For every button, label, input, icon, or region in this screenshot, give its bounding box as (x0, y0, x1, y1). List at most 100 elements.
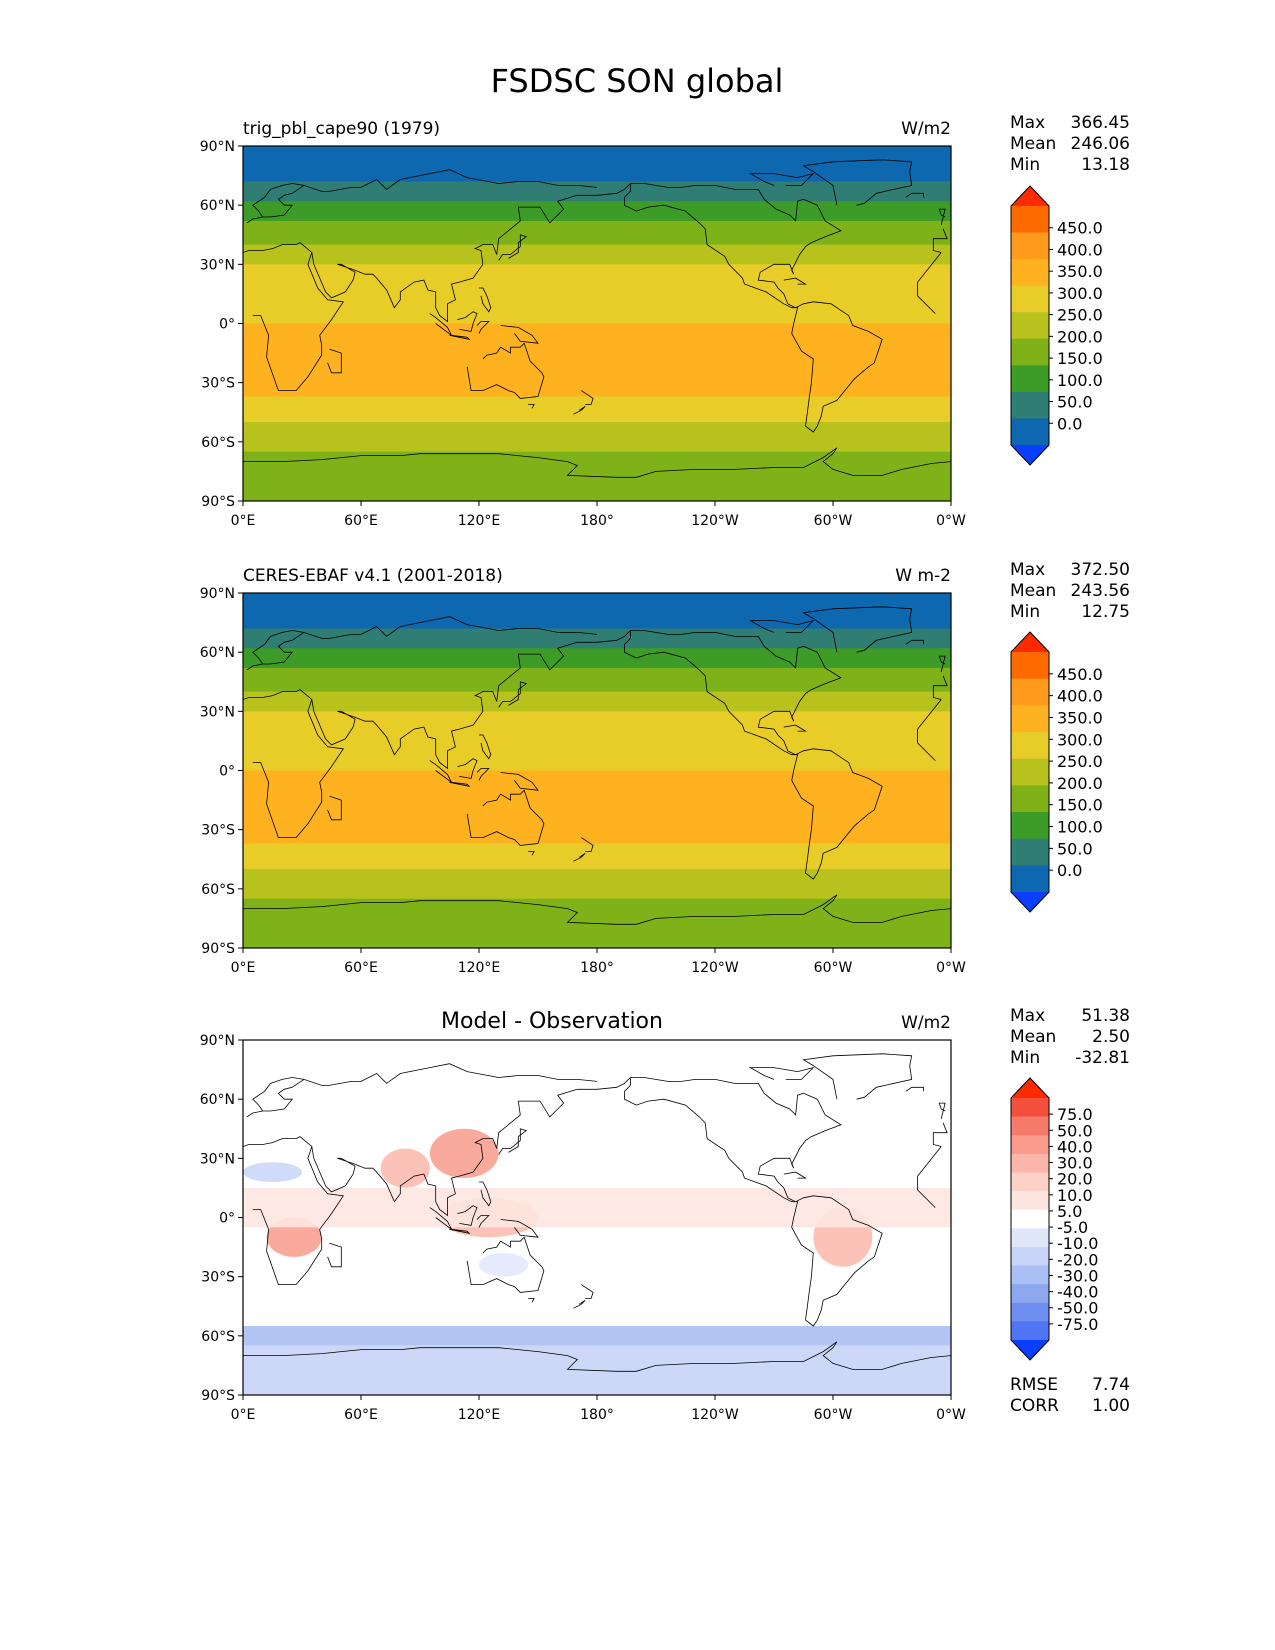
colorbar-segment (1011, 1246, 1049, 1267)
coastline (311, 183, 631, 323)
coastline (449, 781, 471, 787)
zonal-band (243, 244, 951, 265)
stat-label: Mean (1010, 1027, 1056, 1047)
coastline (243, 1341, 951, 1372)
x-tick-label: 0°W (936, 960, 966, 976)
colorbar-segment (1011, 1228, 1049, 1248)
colorbar-label: 5.0 (1057, 1202, 1082, 1221)
colorbar-label: 300.0 (1057, 284, 1103, 303)
zonal-band (243, 770, 951, 821)
colorbar-label: 10.0 (1057, 1186, 1093, 1205)
colorbar-segment (1011, 232, 1049, 260)
stat-label: CORR (1010, 1396, 1059, 1416)
zonal-band (243, 593, 951, 629)
colorbar-label: 100.0 (1057, 371, 1103, 390)
stat-value: -32.81 (1075, 1048, 1130, 1068)
stat-value: 51.38 (1081, 1006, 1130, 1026)
stat-value: 1.00 (1092, 1396, 1130, 1416)
colorbar-difference: 75.050.040.030.020.010.05.0-5.0-10.0-20.… (1010, 1077, 1098, 1361)
colorbar-label: 50.0 (1057, 393, 1093, 412)
zonal-band (243, 691, 951, 712)
coastline (500, 772, 539, 791)
colorbar-segment (1011, 285, 1049, 313)
anomaly-region (479, 1253, 529, 1277)
x-tick-label: 120°E (458, 960, 501, 976)
x-tick-label: 180° (580, 960, 614, 976)
colorbar-label: 40.0 (1057, 1137, 1093, 1156)
colorbar-outline (1010, 1077, 1050, 1361)
colorbar-extend-min (1011, 892, 1049, 912)
coastlines (243, 159, 951, 478)
coastline (476, 768, 490, 781)
coastline (500, 325, 539, 344)
y-tick-label: 60°S (201, 435, 235, 451)
coastline (573, 852, 586, 862)
colorbar-segment (1011, 1265, 1049, 1285)
zonal-band (243, 264, 951, 324)
colorbar-segment (1011, 652, 1049, 680)
y-tick-label: 0° (219, 317, 235, 333)
anomaly-region (380, 1148, 430, 1188)
colorbar-label: -30.0 (1057, 1266, 1098, 1285)
coastlines (243, 1053, 951, 1372)
y-tick-label: 60°N (200, 1092, 235, 1108)
coastline (311, 630, 631, 770)
anomaly-region (429, 1128, 499, 1179)
coastline (528, 1298, 535, 1303)
coastline (327, 348, 342, 374)
coastline (311, 1077, 631, 1217)
stat-label: Mean (1010, 581, 1056, 601)
coastline (528, 403, 535, 409)
colorbar-segment (1011, 1302, 1049, 1322)
colorbar-label: 50.0 (1057, 1121, 1093, 1140)
zonal-band (243, 628, 951, 649)
colorbar-segment (1011, 785, 1049, 813)
x-tick-label: 60°W (814, 960, 853, 976)
stat-value: 366.45 (1071, 113, 1130, 133)
coastline (479, 734, 492, 760)
colorbar-label: 400.0 (1057, 240, 1103, 259)
zonal-band (243, 323, 951, 374)
zonal-band (243, 819, 951, 844)
colorbar-segment (1011, 732, 1049, 760)
zonal-band (243, 422, 951, 453)
colorbar-label: -20.0 (1057, 1250, 1098, 1269)
y-tick-label: 90°S (201, 941, 235, 957)
colorbar-segment (1011, 678, 1049, 706)
stat-label: Mean (1010, 134, 1056, 154)
x-tick-label: 120°W (691, 513, 739, 529)
coastline (252, 630, 305, 665)
y-tick-label: 90°N (200, 586, 235, 602)
y-tick-label: 30°S (201, 823, 235, 839)
panel-title-center: Model - Observation (441, 1009, 663, 1034)
stat-value: 2.50 (1092, 1027, 1130, 1047)
coastline (246, 1110, 263, 1118)
coastline (246, 216, 263, 224)
coastline (581, 1284, 594, 1299)
panel-units: W/m2 (901, 1013, 951, 1033)
coastline (449, 1228, 471, 1234)
map-field-model (243, 146, 951, 501)
colorbar-segment (1011, 338, 1049, 366)
colorbar-segment (1011, 705, 1049, 733)
coastline (476, 321, 490, 334)
colorbar-outline (1010, 631, 1050, 913)
y-tick-label: 90°N (200, 1033, 235, 1049)
coastline (917, 1146, 942, 1208)
colorbar-segment (1011, 838, 1049, 866)
coastline (243, 447, 951, 478)
panel-model: 0°E 60°E 120°E 180° 120°W 60°W 0°W 90°N 60°N 30°N… (200, 113, 1130, 529)
coastline (466, 342, 545, 399)
coastline (466, 789, 545, 846)
stat-value: 372.50 (1071, 560, 1130, 580)
colorbar-label: 50.0 (1057, 839, 1093, 858)
colorbar-observation: 450.0 400.0 350.0 300.0 250.0 200.0 150.0 100.0… (1010, 631, 1103, 913)
colorbar-extend-min (1011, 1340, 1049, 1360)
colorbar-segment (1011, 365, 1049, 393)
colorbar-extend-min (1011, 445, 1049, 465)
coastline (917, 699, 942, 761)
colorbar-model: 450.0 400.0 350.0 300.0 250.0 200.0 150.0 100.0… (1010, 185, 1103, 466)
x-tick-label: 120°E (458, 513, 501, 529)
zonal-band (243, 372, 951, 397)
coastline (457, 758, 478, 779)
